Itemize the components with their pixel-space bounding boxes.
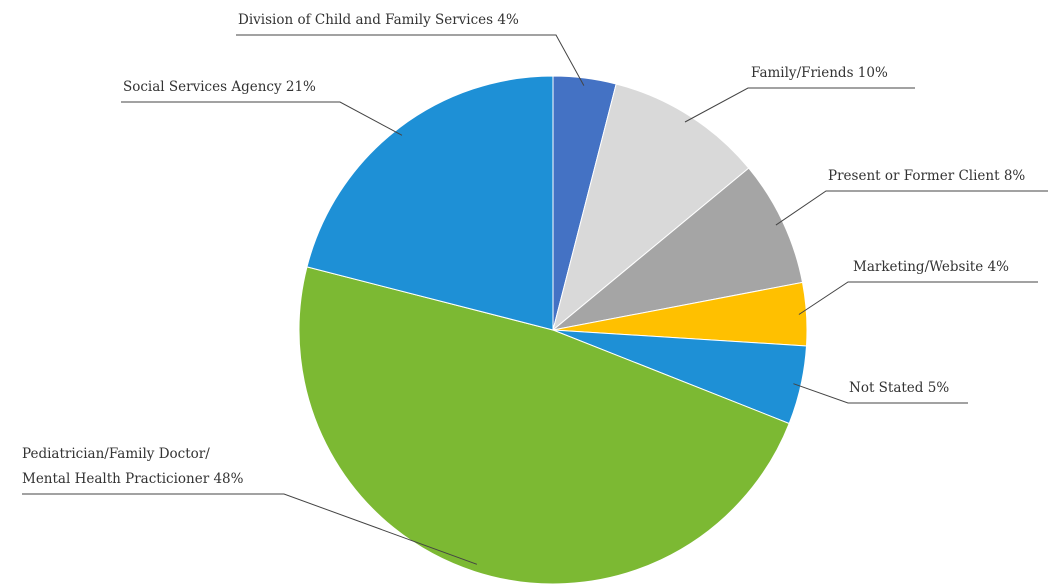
slice-label-6: Pediatrician/Family Doctor/Mental Health… <box>22 446 244 487</box>
pie-slice-7 <box>306 75 554 331</box>
pie-slice-3 <box>552 167 804 331</box>
leader-line-7 <box>121 101 403 136</box>
pie-slice-2 <box>552 83 750 332</box>
leader-line-4 <box>798 281 1038 315</box>
slice-label-2: Family/Friends 10% <box>751 65 888 81</box>
slice-label-line: Mental Health Practicioner 48% <box>22 471 244 487</box>
slice-label-line: Pediatrician/Family Doctor/ <box>22 446 210 462</box>
slice-label-7: Social Services Agency 21% <box>123 79 316 95</box>
leader-line-5 <box>793 383 968 404</box>
slice-label-4: Marketing/Website 4% <box>853 259 1009 275</box>
slice-label-3: Present or Former Client 8% <box>828 168 1025 184</box>
slice-label-1: Division of Child and Family Services 4% <box>238 12 519 28</box>
leader-line-2 <box>684 87 915 123</box>
pie-slices <box>298 75 808 585</box>
leader-line-1 <box>236 34 585 86</box>
leader-lines <box>22 34 1048 565</box>
leader-line-3 <box>775 190 1048 226</box>
leader-line-6 <box>22 493 478 565</box>
slice-label-5: Not Stated 5% <box>849 380 949 396</box>
pie-slice-6 <box>298 266 790 585</box>
slice-labels: Division of Child and Family Services 4%… <box>22 12 1025 487</box>
